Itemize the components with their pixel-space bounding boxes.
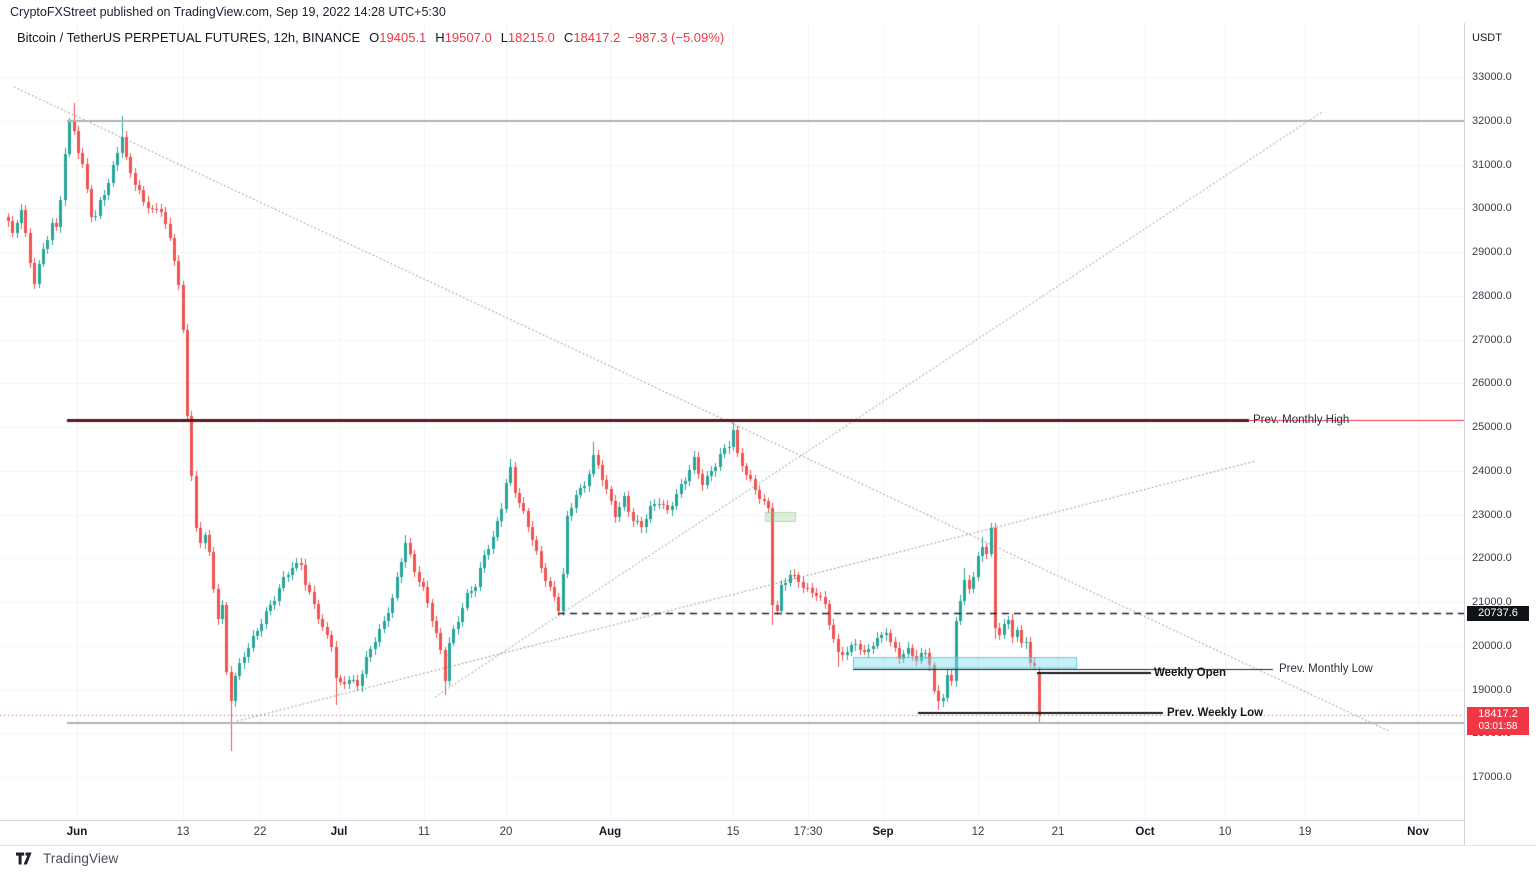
close-key: C bbox=[563, 30, 574, 45]
attribution-text: CryptoFXStreet published on TradingView.… bbox=[10, 5, 446, 19]
symbol-legend[interactable]: Bitcoin / TetherUS PERPETUAL FUTURES, 12… bbox=[17, 30, 724, 45]
high-value: 19507.0 bbox=[444, 30, 492, 45]
price-tick: 24000.0 bbox=[1472, 464, 1512, 477]
level-price-badge: 20737.6 bbox=[1467, 605, 1529, 621]
label-prev-monthly-high[interactable]: Prev. Monthly High bbox=[1253, 414, 1350, 426]
time-tick: Oct bbox=[1135, 826, 1155, 838]
last-price-badge: 18417.2 03:01:58 bbox=[1467, 706, 1529, 735]
low-key: L bbox=[500, 30, 508, 45]
label-prev-weekly-low[interactable]: Prev. Weekly Low bbox=[1167, 707, 1264, 720]
tradingview-logo-row[interactable]: TradingView bbox=[16, 850, 118, 867]
candle-countdown: 03:01:58 bbox=[1478, 720, 1518, 732]
price-tick: 26000.0 bbox=[1472, 377, 1512, 390]
time-tick: 10 bbox=[1218, 826, 1232, 838]
price-chart-canvas[interactable] bbox=[0, 23, 1464, 820]
price-tick: 22000.0 bbox=[1472, 552, 1512, 565]
price-tick: 33000.0 bbox=[1472, 71, 1512, 83]
high-key: H bbox=[435, 30, 445, 45]
time-tick: 20 bbox=[499, 826, 513, 838]
price-tick: 27000.0 bbox=[1472, 333, 1512, 346]
time-tick: 12 bbox=[971, 826, 985, 838]
time-tick: Jul bbox=[330, 826, 348, 838]
time-tick: Nov bbox=[1407, 826, 1429, 838]
price-tick: 29000.0 bbox=[1472, 246, 1512, 258]
price-tick: 32000.0 bbox=[1472, 114, 1512, 127]
price-tick: 21000.0 bbox=[1472, 596, 1512, 608]
frame-divider bbox=[0, 845, 1536, 846]
tradingview-icon bbox=[16, 852, 32, 865]
open-value: 19405.1 bbox=[379, 30, 427, 45]
change-value: −987.3 (−5.09%) bbox=[627, 30, 725, 45]
time-tick: 11 bbox=[418, 826, 430, 838]
time-tick: 15 bbox=[726, 826, 740, 838]
time-tick: Jun bbox=[66, 826, 88, 838]
last-price-value: 18417.2 bbox=[1478, 707, 1518, 720]
price-tick: 17000.0 bbox=[1472, 771, 1512, 783]
price-tick: 25000.0 bbox=[1472, 421, 1512, 433]
price-tick: 31000.0 bbox=[1472, 158, 1512, 171]
time-tick: 21 bbox=[1051, 826, 1065, 838]
price-tick: 19000.0 bbox=[1472, 683, 1512, 696]
chart-plot-area[interactable]: Bitcoin / TetherUS PERPETUAL FUTURES, 12… bbox=[0, 23, 1464, 820]
time-tick: Sep bbox=[872, 826, 894, 838]
tradingview-wordmark: TradingView bbox=[43, 851, 119, 866]
price-axis[interactable]: USDT 33000.0 32000.0 31000.0 30000.0 29000.0… bbox=[1464, 23, 1536, 846]
attribution-bar: CryptoFXStreet published on TradingView.… bbox=[0, 0, 1536, 24]
label-weekly-open[interactable]: Weekly Open bbox=[1154, 667, 1227, 680]
open-key: O bbox=[369, 30, 380, 45]
close-value: 18417.2 bbox=[573, 30, 621, 45]
time-axis[interactable]: Jun 13 22 Jul 11 20 Aug 15 17:30 Sep 12 21 Oct 10 19 No… bbox=[0, 820, 1464, 846]
time-tick: 13 bbox=[176, 826, 190, 838]
price-tick: 20000.0 bbox=[1472, 639, 1512, 652]
time-tick: 22 bbox=[253, 826, 267, 838]
symbol-title: Bitcoin / TetherUS PERPETUAL FUTURES, 12… bbox=[17, 30, 361, 45]
time-tick: 17:30 bbox=[793, 826, 823, 838]
price-tick: 30000.0 bbox=[1472, 202, 1512, 215]
price-tick: 28000.0 bbox=[1472, 289, 1512, 302]
low-value: 18215.0 bbox=[507, 30, 555, 45]
label-prev-monthly-low[interactable]: Prev. Monthly Low bbox=[1279, 662, 1373, 675]
price-tick: 23000.0 bbox=[1472, 508, 1512, 521]
quote-currency-label: USDT bbox=[1472, 32, 1502, 44]
time-tick: Aug bbox=[598, 826, 622, 838]
time-tick: 19 bbox=[1298, 826, 1312, 838]
